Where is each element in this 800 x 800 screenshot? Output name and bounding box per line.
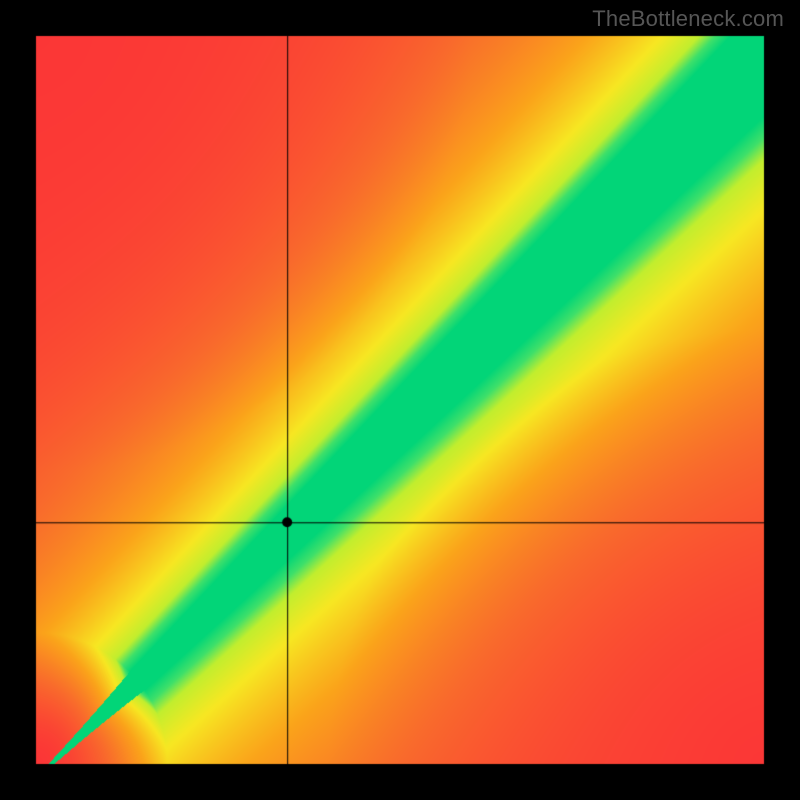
- watermark-text: TheBottleneck.com: [592, 6, 784, 32]
- chart-container: TheBottleneck.com: [0, 0, 800, 800]
- bottleneck-heatmap: [0, 0, 800, 800]
